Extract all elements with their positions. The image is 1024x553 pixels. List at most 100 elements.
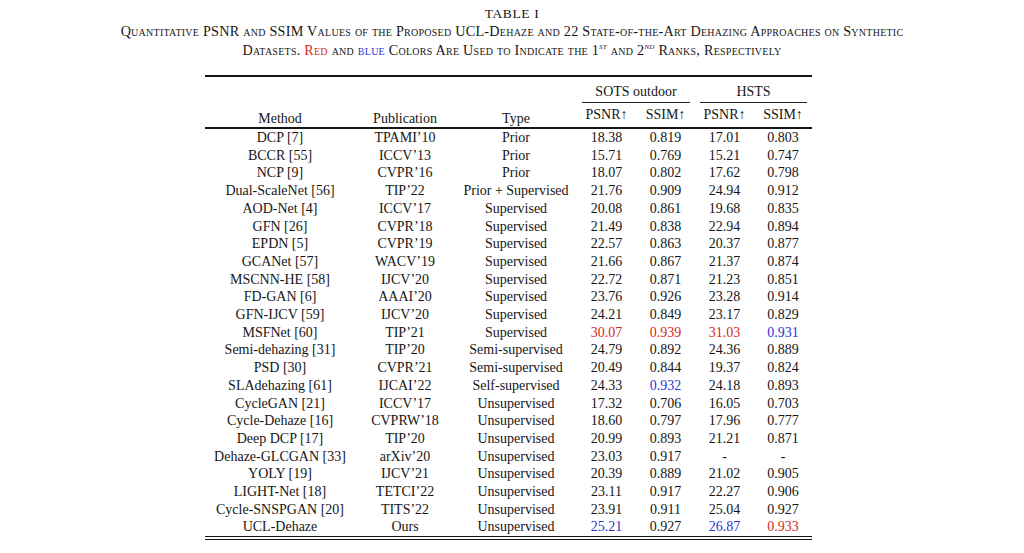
caption-suffix: Ranks, Respectively (655, 42, 782, 58)
cell-type: Self-supervised (455, 377, 577, 395)
cell-type: Unsupervised (455, 501, 577, 519)
cell-sots-psnr: 24.33 (577, 377, 636, 395)
cell-hsts-ssim: 0.894 (754, 218, 812, 236)
cell-method: Cycle-SNSPGAN [20] (205, 501, 355, 519)
cell-sots-psnr: 23.11 (577, 483, 636, 501)
cell-hsts-ssim: 0.777 (754, 412, 812, 430)
cell-type: Unsupervised (455, 412, 577, 430)
cell-hsts-ssim: - (754, 448, 812, 466)
cell-hsts-ssim: 0.912 (754, 182, 812, 200)
cell-method: UCL-Dehaze (205, 518, 355, 536)
cell-method: GCANet [57] (205, 253, 355, 271)
cell-type: Unsupervised (455, 395, 577, 413)
cell-method: GFN-IJCV [59] (205, 306, 355, 324)
cell-sots-ssim: 0.927 (636, 518, 695, 536)
cell-publication: TIP’20 (355, 341, 455, 359)
cell-method: MSFNet [60] (205, 324, 355, 342)
cell-hsts-ssim: 0.914 (754, 288, 812, 306)
table-row: Cycle-SNSPGAN [20]TITS’22Unsupervised23.… (205, 501, 812, 519)
table-row: Deep DCP [17]TIP’20Unsupervised20.990.89… (205, 430, 812, 448)
cell-sots-psnr: 25.21 (577, 518, 636, 536)
cell-sots-psnr: 30.07 (577, 324, 636, 342)
cell-publication: IJCV’21 (355, 465, 455, 483)
cell-hsts-ssim: 0.927 (754, 501, 812, 519)
table-caption-label: TABLE I (0, 6, 1024, 22)
caption-blue-word: blue (358, 42, 385, 58)
cell-publication: AAAI’20 (355, 288, 455, 306)
cell-sots-psnr: 20.99 (577, 430, 636, 448)
cell-method: CycleGAN [21] (205, 395, 355, 413)
header-sots-ssim: SSIM↑ (636, 103, 695, 128)
cell-sots-ssim: 0.867 (636, 253, 695, 271)
cell-hsts-ssim: 0.889 (754, 341, 812, 359)
cell-sots-ssim: 0.917 (636, 483, 695, 501)
results-table-wrap: Method Publication Type SOTS outdoor HST… (205, 75, 812, 540)
cell-hsts-psnr: 23.17 (695, 306, 754, 324)
cell-method: DCP [7] (205, 128, 355, 147)
cell-hsts-psnr: 20.37 (695, 235, 754, 253)
cell-sots-ssim: 0.892 (636, 341, 695, 359)
cell-sots-ssim: 0.797 (636, 412, 695, 430)
cell-hsts-ssim: 0.703 (754, 395, 812, 413)
cell-type: Supervised (455, 218, 577, 236)
cell-hsts-ssim: 0.931 (754, 324, 812, 342)
table-row: Semi-dehazing [31]TIP’20Semi-supervised2… (205, 341, 812, 359)
cell-publication: CVPRW’18 (355, 412, 455, 430)
cell-type: Unsupervised (455, 483, 577, 501)
caption-middle: Colors Are Used to Indicate the 1 (385, 42, 599, 58)
table-row: GCANet [57]WACV’19Supervised21.660.86721… (205, 253, 812, 271)
cell-type: Prior (455, 128, 577, 147)
cell-hsts-psnr: 16.05 (695, 395, 754, 413)
cell-hsts-psnr: 21.23 (695, 271, 754, 289)
table-row: Dehaze-GLCGAN [33]arXiv’20Unsupervised23… (205, 448, 812, 466)
cell-type: Supervised (455, 253, 577, 271)
cell-hsts-psnr: 19.37 (695, 359, 754, 377)
cell-type: Supervised (455, 200, 577, 218)
cell-type: Unsupervised (455, 465, 577, 483)
cell-sots-psnr: 18.60 (577, 412, 636, 430)
cell-sots-psnr: 23.76 (577, 288, 636, 306)
cell-publication: TIP’22 (355, 182, 455, 200)
cell-publication: arXiv’20 (355, 448, 455, 466)
header-sots-psnr: PSNR↑ (577, 103, 636, 128)
cell-hsts-psnr: 15.21 (695, 147, 754, 165)
table-row: UCL-DehazeOursUnsupervised25.210.92726.8… (205, 518, 812, 536)
cell-hsts-ssim: 0.905 (754, 465, 812, 483)
table-row: Cycle-Dehaze [16]CVPRW’18Unsupervised18.… (205, 412, 812, 430)
cell-hsts-ssim: 0.933 (754, 518, 812, 536)
cell-method: GFN [26] (205, 218, 355, 236)
cell-publication: ICCV’13 (355, 147, 455, 165)
table-row: LIGHT-Net [18]TETCI’22Unsupervised23.110… (205, 483, 812, 501)
cell-publication: Ours (355, 518, 455, 536)
cell-hsts-psnr: 24.36 (695, 341, 754, 359)
table-row: PSD [30]CVPR’21Semi-supervised20.490.844… (205, 359, 812, 377)
cell-method: EPDN [5] (205, 235, 355, 253)
header-group-sots: SOTS outdoor (577, 77, 695, 103)
cell-publication: IJCV’20 (355, 306, 455, 324)
cell-publication: TETCI’22 (355, 483, 455, 501)
cell-method: NCP [9] (205, 164, 355, 182)
cell-sots-ssim: 0.889 (636, 465, 695, 483)
header-hsts-psnr: PSNR↑ (695, 103, 754, 128)
cell-sots-psnr: 18.38 (577, 128, 636, 147)
cell-sots-psnr: 21.76 (577, 182, 636, 200)
cell-hsts-psnr: 21.21 (695, 430, 754, 448)
cell-hsts-ssim: 0.824 (754, 359, 812, 377)
cell-publication: IJCV’20 (355, 271, 455, 289)
cell-type: Supervised (455, 271, 577, 289)
cell-publication: TIP’20 (355, 430, 455, 448)
cell-sots-psnr: 20.08 (577, 200, 636, 218)
cell-sots-ssim: 0.917 (636, 448, 695, 466)
cell-sots-psnr: 22.72 (577, 271, 636, 289)
cell-hsts-psnr: 24.94 (695, 182, 754, 200)
cell-hsts-psnr: 17.01 (695, 128, 754, 147)
cell-method: FD-GAN [6] (205, 288, 355, 306)
table-row: GFN [26]CVPR’18Supervised21.490.83822.94… (205, 218, 812, 236)
cell-type: Supervised (455, 306, 577, 324)
header-group-sots-label: SOTS outdoor (595, 84, 676, 99)
cell-hsts-ssim: 0.835 (754, 200, 812, 218)
table-row: YOLY [19]IJCV’21Unsupervised20.390.88921… (205, 465, 812, 483)
cell-hsts-ssim: 0.877 (754, 235, 812, 253)
cell-hsts-ssim: 0.871 (754, 430, 812, 448)
cell-publication: CVPR’16 (355, 164, 455, 182)
